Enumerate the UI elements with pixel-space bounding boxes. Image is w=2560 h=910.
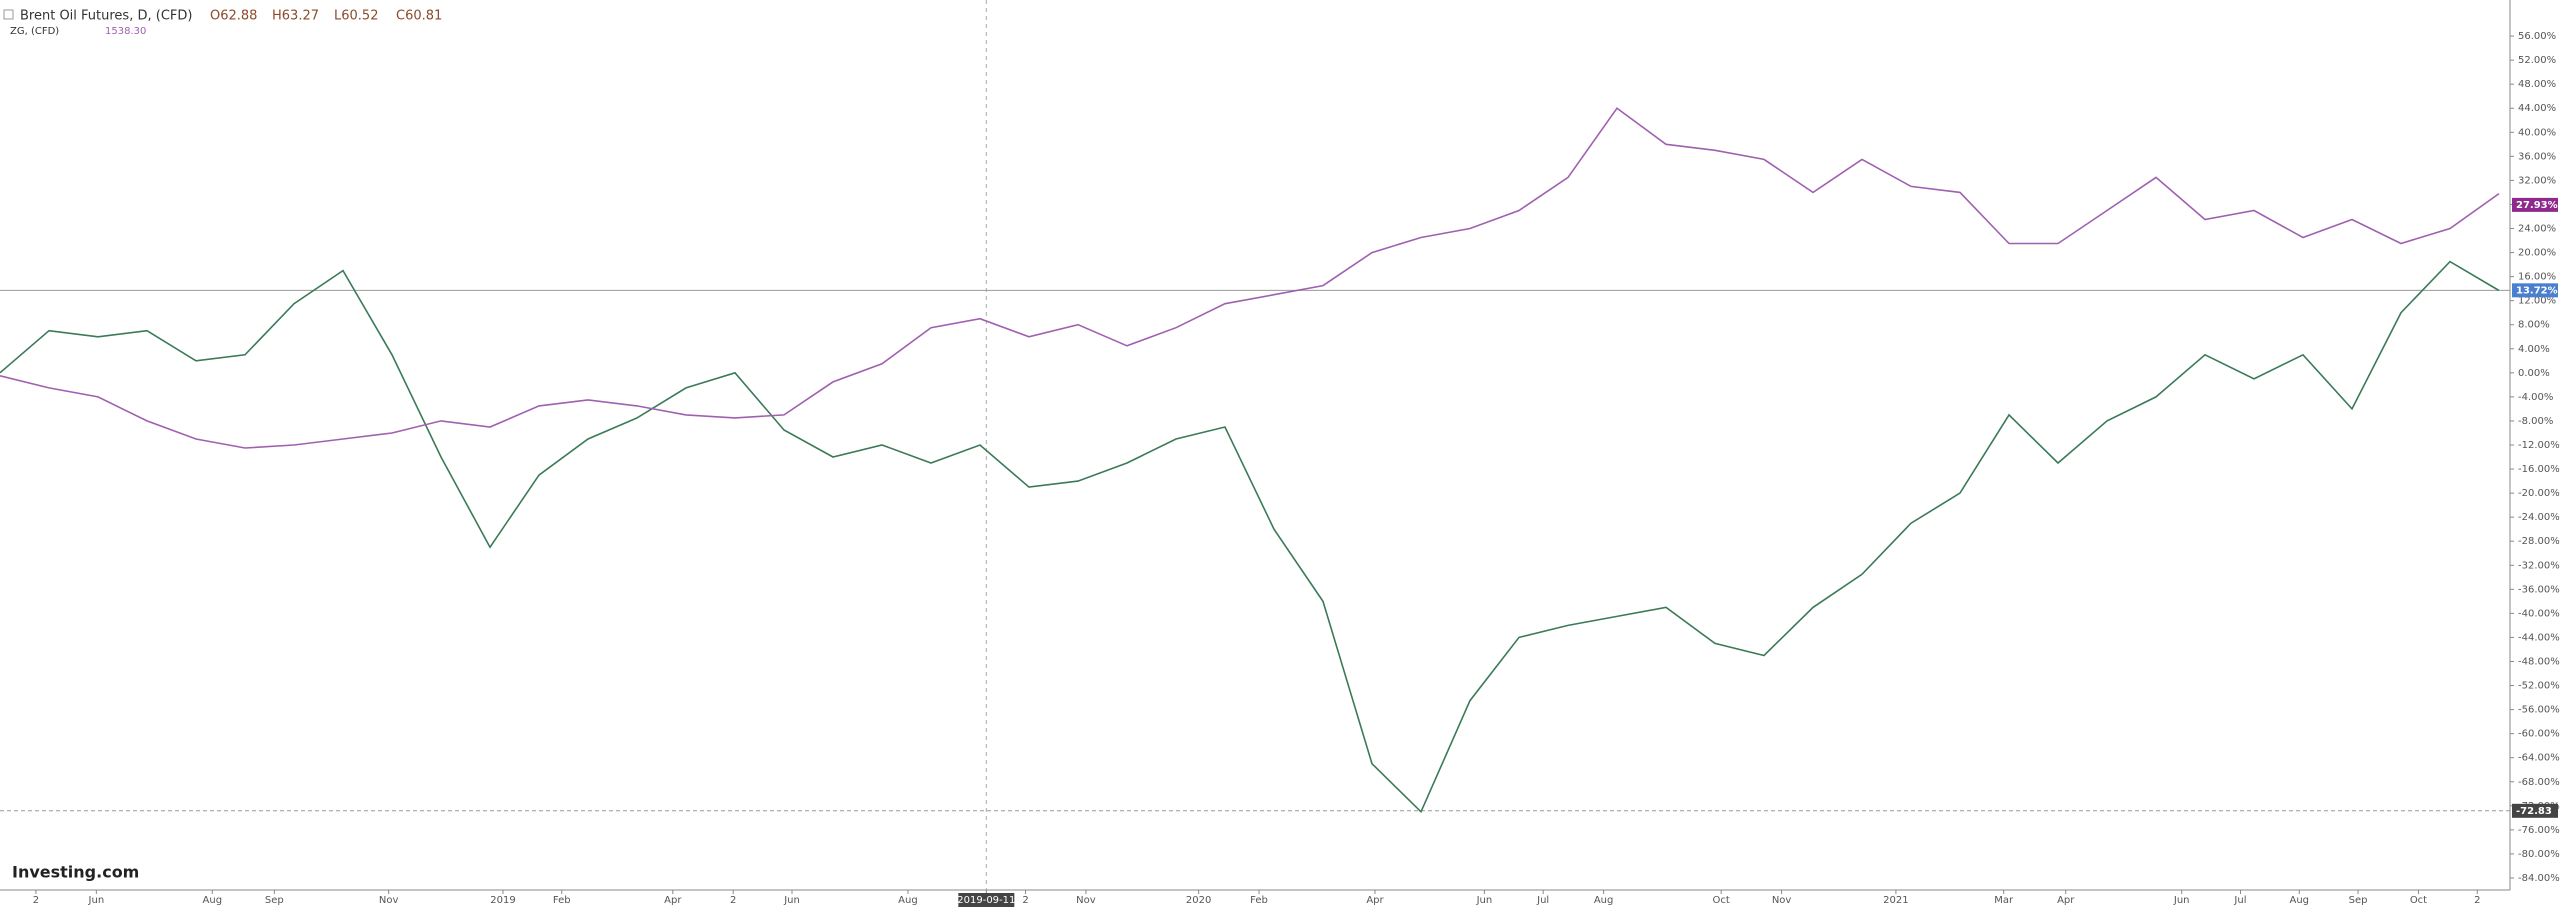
- y-tick-label: -8.00%: [2518, 416, 2553, 427]
- x-tick-label: 2: [730, 895, 736, 906]
- x-tick-label: Jul: [2233, 895, 2246, 906]
- logo: Investing.com: [12, 863, 139, 882]
- x-tick-label: Nov: [1076, 895, 1096, 906]
- y-tick-label: -28.00%: [2518, 536, 2560, 547]
- y-tick-label: 56.00%: [2518, 31, 2556, 42]
- x-tick-label: Sep: [2349, 895, 2368, 906]
- y-tick-label: -68.00%: [2518, 777, 2560, 788]
- x-tick-label: 2: [2474, 895, 2480, 906]
- y-tick-label: 8.00%: [2518, 320, 2550, 331]
- x-tick-label: 2019: [490, 895, 515, 906]
- x-tick-label: 2019-09-11: [957, 895, 1015, 906]
- y-tick-label: 36.00%: [2518, 151, 2556, 162]
- y-tick-label: -4.00%: [2518, 392, 2553, 403]
- y-tick-label: -12.00%: [2518, 440, 2560, 451]
- ohlc-value: L60.52: [334, 9, 378, 24]
- x-tick-label: Apr: [664, 895, 682, 906]
- y-tick-label: -20.00%: [2518, 488, 2560, 499]
- y-tick-label: -40.00%: [2518, 608, 2560, 619]
- x-tick-label: Feb: [553, 895, 571, 906]
- collapse-icon[interactable]: [3, 9, 14, 20]
- y-tick-label: -60.00%: [2518, 729, 2560, 740]
- y-tick-label: -64.00%: [2518, 753, 2560, 764]
- x-tick-label: 2021: [1883, 895, 1908, 906]
- x-tick-label: 2: [33, 895, 39, 906]
- x-tick-label: Feb: [1250, 895, 1268, 906]
- y-tick-label: 48.00%: [2518, 79, 2556, 90]
- price-label-bg: [2512, 803, 2558, 818]
- y-tick-label: -76.00%: [2518, 825, 2560, 836]
- x-tick-label: 2020: [1186, 895, 1211, 906]
- y-tick-label: 32.00%: [2518, 175, 2556, 186]
- x-tick-label: Jun: [2173, 895, 2190, 906]
- price-label: -72.83: [2516, 806, 2552, 817]
- y-tick-label: 20.00%: [2518, 248, 2556, 259]
- y-tick-label: 52.00%: [2518, 55, 2556, 66]
- x-tick-label: Aug: [203, 895, 223, 906]
- x-tick-label: 2: [1022, 895, 1028, 906]
- x-tick-label: Jun: [1476, 895, 1493, 906]
- chart-title: Brent Oil Futures, D, (CFD): [20, 9, 192, 24]
- y-tick-label: -56.00%: [2518, 705, 2560, 716]
- ohlc-value: O62.88: [210, 9, 257, 24]
- y-tick-label: -24.00%: [2518, 512, 2560, 523]
- x-tick-label: Aug: [898, 895, 918, 906]
- ohlc-value: C60.81: [396, 9, 442, 24]
- x-tick-label: Jul: [1536, 895, 1549, 906]
- x-tick-label: Mar: [1994, 895, 2014, 906]
- y-tick-label: 24.00%: [2518, 224, 2556, 235]
- series-line: [0, 260, 2500, 814]
- subtitle-value: 1538.30: [105, 26, 146, 37]
- y-tick-label: 4.00%: [2518, 344, 2550, 355]
- x-tick-label: Aug: [1594, 895, 1614, 906]
- x-tick-label: Jun: [88, 895, 105, 906]
- x-tick-label: Apr: [1366, 895, 1384, 906]
- price-label: 27.93%: [2516, 200, 2558, 211]
- series-line: [0, 107, 2500, 449]
- x-tick-label: Jun: [783, 895, 800, 906]
- price-label-bg: [2512, 283, 2558, 298]
- y-tick-label: 12.00%: [2518, 296, 2556, 307]
- x-tick-label: Sep: [265, 895, 284, 906]
- subtitle: ZG, (CFD): [10, 26, 59, 37]
- y-tick-label: -80.00%: [2518, 849, 2560, 860]
- x-tick-label: Oct: [1713, 895, 1730, 906]
- ohlc-value: H63.27: [272, 9, 319, 24]
- x-tick-label: Nov: [1772, 895, 1792, 906]
- y-tick-label: -52.00%: [2518, 681, 2560, 692]
- y-tick-label: -16.00%: [2518, 464, 2560, 475]
- price-label: 13.72%: [2516, 285, 2558, 296]
- y-tick-label: -84.00%: [2518, 873, 2560, 884]
- price-label-bg: [2512, 197, 2558, 212]
- y-tick-label: -48.00%: [2518, 656, 2560, 667]
- y-tick-label: -36.00%: [2518, 584, 2560, 595]
- y-tick-label: 0.00%: [2518, 368, 2550, 379]
- y-tick-label: 44.00%: [2518, 103, 2556, 114]
- y-tick-label: 40.00%: [2518, 127, 2556, 138]
- y-tick-label: -44.00%: [2518, 632, 2560, 643]
- y-tick-label: 16.00%: [2518, 272, 2556, 283]
- x-tick-label: Oct: [2410, 895, 2427, 906]
- x-tick-label: Aug: [2289, 895, 2309, 906]
- y-tick-label: -32.00%: [2518, 560, 2560, 571]
- x-tick-label: Nov: [379, 895, 399, 906]
- x-tick-label: Apr: [2057, 895, 2075, 906]
- crosshair-label-bg: [958, 893, 1015, 907]
